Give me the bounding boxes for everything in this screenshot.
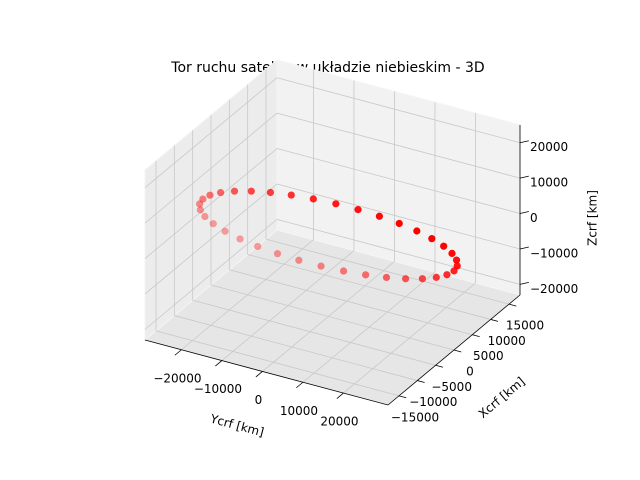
x-tick-label: −5000 bbox=[431, 380, 472, 394]
point bbox=[295, 256, 303, 264]
point bbox=[440, 242, 448, 250]
z-tick-label: 10000 bbox=[530, 176, 568, 190]
point bbox=[453, 262, 461, 270]
grid-line bbox=[262, 261, 395, 372]
y-tick-label: −10000 bbox=[194, 382, 242, 396]
point bbox=[432, 273, 440, 281]
y-tick-label: 20000 bbox=[320, 415, 358, 429]
axis-line bbox=[144, 339, 389, 406]
grid-line bbox=[247, 254, 491, 320]
grid-line bbox=[181, 239, 314, 351]
z-tick-label: −20000 bbox=[530, 282, 578, 296]
z-tick bbox=[519, 246, 529, 250]
point bbox=[196, 200, 204, 208]
grid-line bbox=[210, 284, 455, 351]
point bbox=[443, 271, 451, 279]
y-tick-label: 10000 bbox=[280, 404, 318, 418]
y-tick bbox=[255, 371, 263, 378]
z-tick bbox=[519, 175, 529, 179]
point bbox=[401, 275, 410, 283]
x-tick bbox=[417, 380, 425, 383]
point bbox=[448, 249, 456, 257]
z-tick bbox=[519, 281, 529, 285]
z-tick-label: 0 bbox=[530, 211, 538, 225]
point bbox=[216, 188, 225, 197]
y-tick bbox=[336, 392, 344, 399]
grid-line bbox=[174, 315, 418, 381]
x-tick-label: −10000 bbox=[409, 395, 457, 409]
point bbox=[309, 195, 317, 203]
grid-line bbox=[229, 269, 473, 336]
x-tick-label: −15000 bbox=[391, 410, 439, 424]
point bbox=[362, 271, 370, 279]
axis-line bbox=[387, 294, 521, 406]
point bbox=[209, 220, 217, 228]
x-tick bbox=[453, 349, 462, 353]
point bbox=[254, 242, 262, 251]
point bbox=[332, 200, 340, 208]
x-axis-title: Xcrf [km] bbox=[476, 374, 528, 421]
point bbox=[452, 256, 461, 264]
y-tick-label: −20000 bbox=[153, 371, 201, 385]
grid-line bbox=[144, 77, 278, 189]
grid-line bbox=[302, 271, 436, 383]
z-tick-label: −10000 bbox=[530, 246, 578, 260]
grid-line bbox=[276, 112, 521, 179]
point bbox=[221, 227, 229, 235]
point bbox=[247, 187, 255, 195]
point bbox=[199, 195, 207, 203]
point bbox=[236, 235, 244, 243]
point bbox=[287, 191, 295, 199]
point bbox=[418, 275, 427, 283]
z-tick-label: 20000 bbox=[530, 140, 568, 154]
x-tick-label: 5000 bbox=[473, 349, 504, 363]
x-tick bbox=[398, 395, 407, 399]
grid-line bbox=[276, 183, 521, 250]
grid-line bbox=[192, 299, 436, 366]
grid-line bbox=[144, 183, 278, 295]
grid-line bbox=[276, 77, 521, 144]
x-tick bbox=[490, 319, 499, 322]
y-tick bbox=[215, 360, 223, 367]
x-tick-label: 15000 bbox=[506, 319, 544, 333]
point bbox=[375, 212, 384, 220]
grid-line bbox=[144, 148, 278, 259]
point bbox=[273, 250, 282, 258]
point bbox=[382, 273, 391, 282]
point bbox=[395, 219, 403, 228]
grid-line bbox=[265, 238, 510, 305]
point bbox=[206, 191, 214, 199]
point bbox=[339, 267, 348, 275]
y-tick bbox=[296, 381, 304, 389]
grid-line bbox=[144, 219, 278, 330]
point bbox=[196, 206, 204, 214]
y-axis-title: Ycrf [km] bbox=[208, 411, 266, 439]
y-tick bbox=[174, 349, 182, 356]
grid-line bbox=[144, 112, 278, 224]
z-tick bbox=[519, 140, 529, 144]
point bbox=[413, 227, 421, 235]
point bbox=[230, 187, 239, 195]
x-tick bbox=[472, 334, 480, 338]
y-tick-label: 0 bbox=[255, 393, 263, 407]
x-tick bbox=[508, 303, 517, 307]
x-tick-label: 10000 bbox=[488, 334, 526, 348]
grid-line bbox=[276, 218, 521, 285]
point bbox=[354, 206, 362, 214]
grid-line bbox=[155, 330, 400, 397]
grid-line bbox=[276, 148, 521, 214]
grid-line bbox=[221, 250, 355, 361]
x-tick bbox=[435, 364, 444, 368]
z-tick bbox=[519, 211, 529, 214]
point bbox=[201, 212, 209, 221]
point bbox=[317, 262, 325, 270]
point bbox=[428, 235, 436, 243]
x-tick-label: 0 bbox=[466, 365, 474, 379]
chart-title: Tor ruchu satelity w układzie niebieskim… bbox=[170, 60, 484, 76]
z-axis-title: Zcrf [km] bbox=[586, 190, 600, 246]
point bbox=[266, 188, 275, 197]
grid-line bbox=[343, 282, 476, 394]
